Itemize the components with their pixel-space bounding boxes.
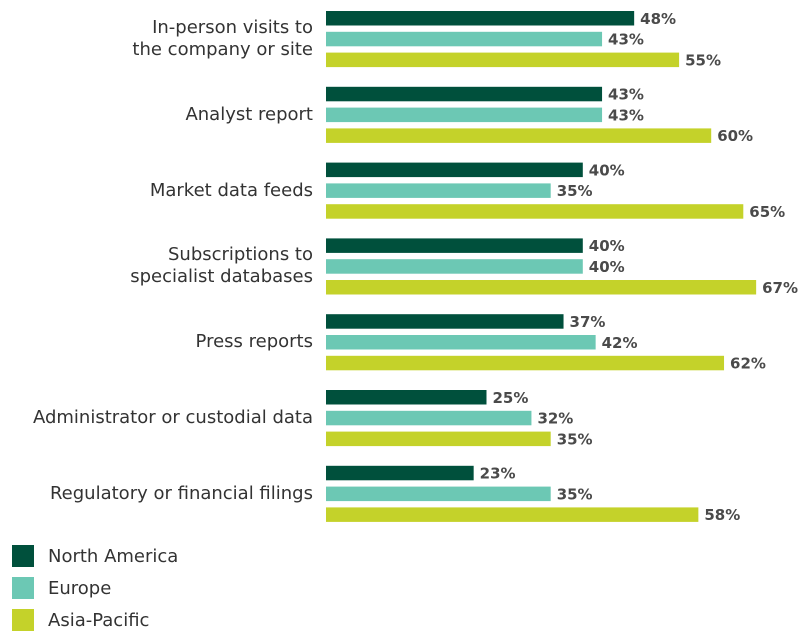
value-label: 55% (685, 51, 721, 69)
bar (326, 507, 699, 522)
bar (326, 486, 551, 502)
category-label: Market data feeds (149, 179, 313, 201)
value-label: 35% (557, 182, 593, 200)
value-label: 23% (480, 465, 516, 483)
bar (326, 390, 487, 405)
value-label: 35% (557, 430, 593, 448)
bar (326, 183, 551, 198)
legend-swatch (12, 577, 34, 599)
legend-swatch (12, 545, 34, 567)
bar (326, 410, 532, 426)
value-label: 35% (557, 485, 593, 503)
bar (326, 280, 757, 295)
bar (326, 11, 635, 26)
bar (326, 162, 583, 178)
bar (326, 107, 603, 123)
value-label: 58% (704, 506, 740, 524)
category-label: Regulatory or financial filings (49, 482, 313, 504)
value-label: 42% (602, 334, 638, 352)
category-label: Press reports (195, 331, 313, 353)
value-label: 62% (730, 355, 766, 373)
value-label: 43% (608, 86, 644, 104)
bar (326, 465, 474, 481)
bar (326, 259, 583, 274)
value-label: 40% (589, 237, 625, 255)
bar (326, 335, 596, 350)
bar (326, 355, 725, 371)
value-label: 60% (717, 127, 753, 145)
value-label: 43% (608, 106, 644, 124)
value-label: 25% (493, 389, 529, 407)
category-label: Administrator or custodial data (32, 407, 313, 429)
category-label: Analyst report (185, 103, 313, 125)
legend-swatch (12, 609, 34, 631)
value-label: 40% (589, 161, 625, 179)
value-label: 48% (640, 10, 676, 28)
bar (326, 314, 564, 329)
bar (326, 52, 680, 68)
bar (326, 204, 744, 219)
bar (326, 86, 603, 102)
bar (326, 31, 603, 47)
value-label: 65% (749, 203, 785, 221)
legend-label: Asia-Pacific (48, 610, 149, 631)
bar (326, 431, 551, 447)
value-label: 32% (537, 410, 573, 428)
value-label: 37% (570, 313, 606, 331)
bar (326, 238, 583, 253)
legend-label: North America (48, 546, 178, 567)
value-label: 43% (608, 31, 644, 49)
category-label: Subscriptions to specialist databases (130, 244, 313, 288)
category-label: In-person visits to the company or site (132, 17, 313, 61)
value-label: 67% (762, 279, 798, 297)
bar (326, 128, 712, 143)
legend-label: Europe (48, 578, 111, 599)
value-label: 40% (589, 258, 625, 276)
